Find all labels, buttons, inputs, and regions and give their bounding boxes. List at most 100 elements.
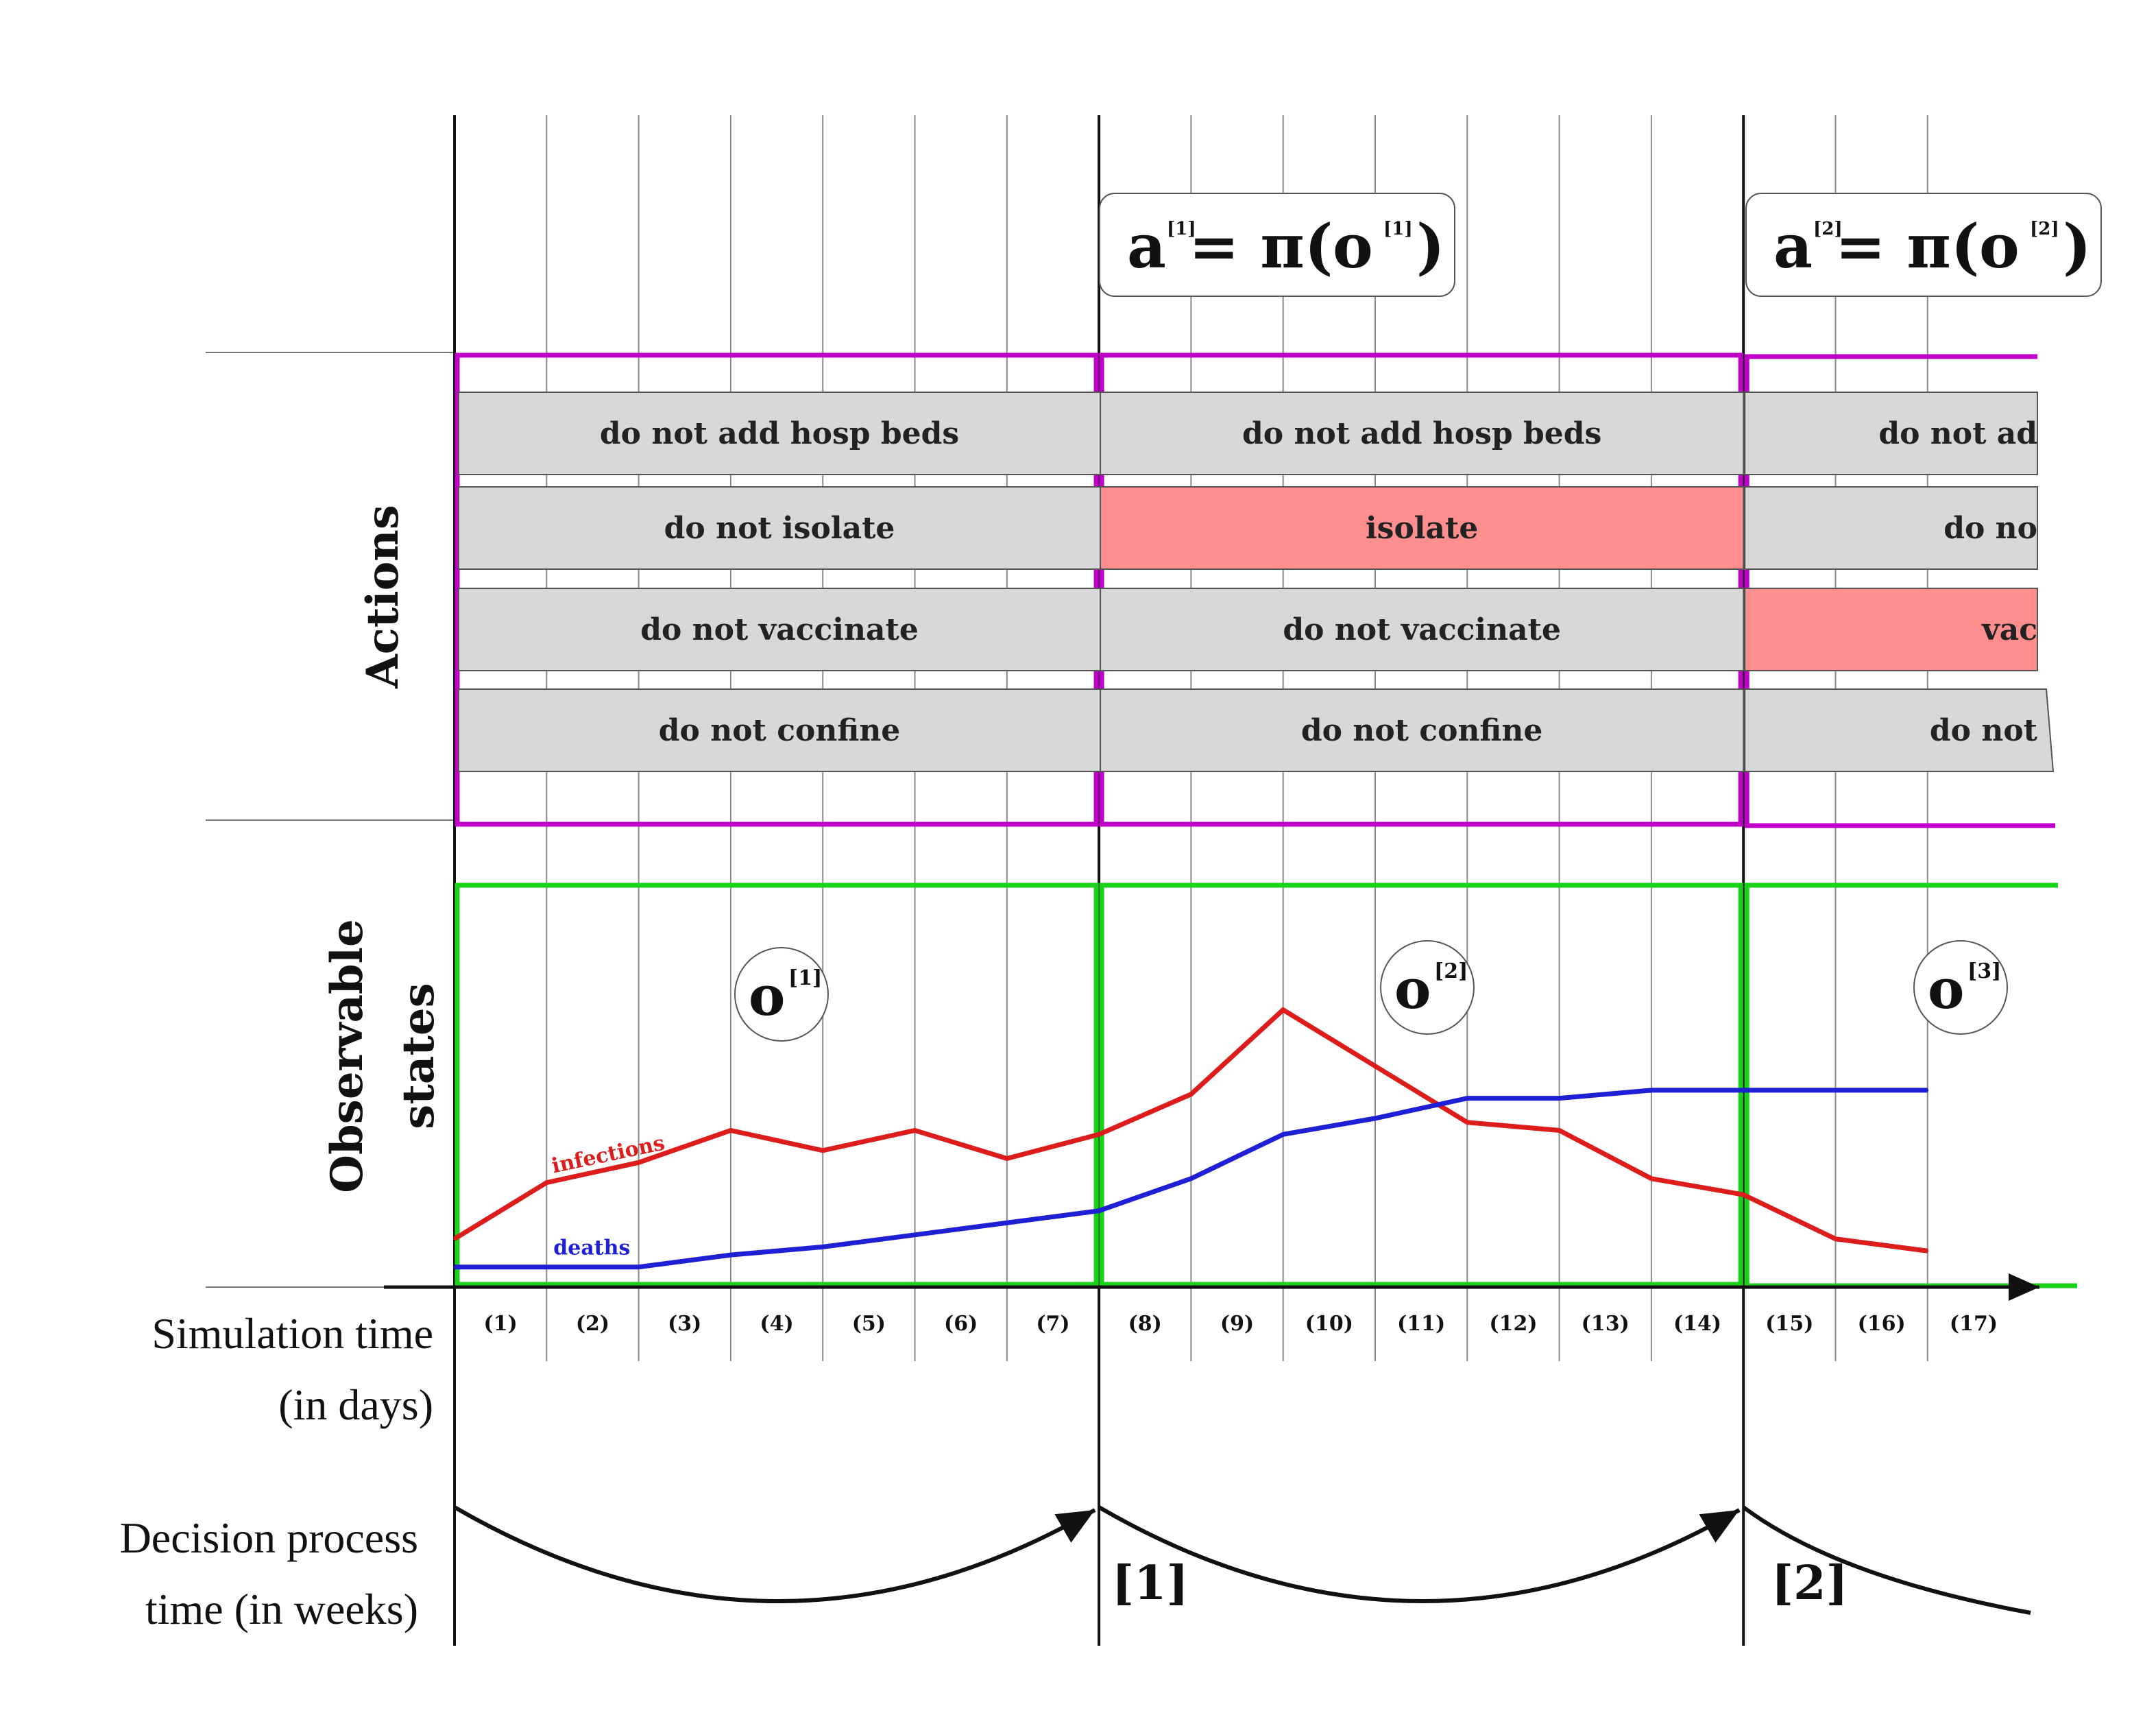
series-point-infections-14 [1742,1193,1745,1196]
decision-action-symbol-2: a [1773,211,1813,282]
observation-index-1: [1] [788,966,822,990]
observation-index-3: [3] [1967,959,2001,983]
week-boundaries [453,115,1745,1646]
simulation-time-title-line2: (in days) [278,1380,433,1429]
series-point-infections-12 [1558,1129,1561,1131]
series-point-deaths-16 [1926,1089,1929,1092]
action-label-isolate-week-1: do not isolate [664,511,895,546]
action-label-vaccinate-week-2: do not vaccinate [1283,612,1561,647]
action-label-hosp-week-2: do not add hosp beds [1242,416,1601,451]
week-label-1: [1] [1112,1556,1189,1611]
series-point-infections-4 [821,1149,824,1152]
action-label-vaccinate-week-3: vac [1981,612,2037,647]
observation-circle-1 [734,947,829,1042]
action-cell-confine-week-3 [1744,688,2055,772]
decision-action-symbol-1: a [1127,211,1166,282]
series-point-infections-3 [729,1129,732,1131]
series-point-deaths-13 [1650,1089,1653,1092]
day-label-10: (10) [1305,1312,1353,1336]
series-point-infections-2 [638,1161,640,1164]
series-point-deaths-4 [821,1245,824,1248]
series-point-deaths-1 [545,1266,548,1269]
observation-symbol-1: o [749,963,785,1028]
series-point-infections-11 [1466,1121,1468,1124]
day-label-2: (2) [576,1312,609,1336]
decision-boxes: a [1]= π(o [1]) a [2]= π(o [2]) [1099,193,2102,297]
series-point-deaths-11 [1466,1097,1468,1100]
series-point-deaths-8 [1189,1177,1192,1180]
action-label-isolate-week-2: isolate [1366,511,1478,546]
decision-action-index-2: [2] [1813,219,1843,239]
week-label-2: [2] [1771,1556,1848,1611]
action-cell-vaccinate-week-3 [1744,588,2038,671]
day-label-11: (11) [1397,1312,1445,1336]
day-labels: (1) (2) (3) (4) (5) (6) (7) (8) (9) (10) (11) (12) (… [484,1312,1998,1336]
series-point-infections-0 [453,1238,456,1240]
observation-markers: o [1] o [2] o [3] [734,940,2008,1042]
decision-box-1 [1099,193,1455,297]
series-point-infections-5 [914,1129,916,1131]
series-point-deaths-7 [1098,1210,1100,1212]
decision-close-1: ) [1416,211,1445,282]
day-label-3: (3) [668,1312,701,1336]
series-point-deaths-12 [1558,1097,1561,1100]
decision-time-title-line2: time (in weeks) [145,1585,418,1633]
series-point-deaths-10 [1374,1117,1377,1120]
observation-circle-3 [1913,940,2008,1035]
day-label-13: (13) [1582,1312,1630,1336]
simulation-time-title-line1: Simulation time [152,1309,433,1358]
day-label-16: (16) [1858,1312,1906,1336]
day-label-4: (4) [760,1312,793,1336]
action-cell-hosp-week-2 [1100,392,1745,475]
states-frame-week-1 [455,883,1099,1287]
series-point-infections-7 [1098,1133,1100,1136]
day-label-17: (17) [1950,1312,1998,1336]
decision-obs-index-1: [1] [1383,219,1413,239]
action-cell-vaccinate-week-1 [458,588,1102,671]
decision-equals-pi-1: = π( [1189,211,1333,282]
decision-time-title-line1: Decision process [120,1513,418,1562]
decision-equals-pi-2: = π( [1835,211,1979,282]
decision-obs-symbol-2: o [1979,211,2020,282]
action-label-vaccinate-week-1: do not vaccinate [640,612,919,647]
action-cell-vaccinate-week-2 [1100,588,1745,671]
series-point-infections-8 [1189,1093,1192,1096]
action-cell-hosp-week-3 [1744,392,2038,475]
series-point-infections-10 [1374,1065,1377,1068]
series-point-deaths-6 [1006,1221,1008,1224]
series-point-deaths-5 [914,1234,916,1236]
series-point-deaths-9 [1282,1133,1285,1136]
day-label-14: (14) [1673,1312,1721,1336]
series-point-deaths-15 [1834,1089,1837,1092]
observable-title-line1: Observable [322,919,373,1192]
week-curve-3 [1742,1505,2031,1615]
decision-close-2: ) [2063,211,2092,282]
action-cell-isolate-week-1 [458,486,1102,570]
week-curve-2 [1098,1505,1741,1603]
series-point-infections-1 [545,1182,548,1184]
decision-action-index-1: [1] [1167,219,1196,239]
series-point-infections-9 [1282,1009,1285,1011]
series-point-deaths-3 [729,1254,732,1256]
day-label-8: (8) [1128,1312,1162,1336]
day-label-15: (15) [1765,1312,1813,1336]
states-frame-week-2 [1099,883,1743,1287]
observation-symbol-2: o [1394,957,1431,1021]
series-point-deaths-0 [453,1266,456,1269]
action-label-confine-week-1: do not confine [659,713,901,748]
action-cells: do not add hosp beds do not isolate do not… [458,392,2055,772]
action-label-hosp-week-1: do not add hosp beds [600,416,959,451]
action-label-isolate-week-3: do no [1943,511,2037,546]
series-point-infections-13 [1650,1177,1653,1180]
day-label-7: (7) [1036,1312,1069,1336]
day-label-6: (6) [944,1312,978,1336]
series-point-infections-6 [1006,1157,1008,1160]
observation-index-2: [2] [1434,959,1468,983]
series-point-infections-15 [1834,1238,1837,1240]
day-label-5: (5) [852,1312,886,1336]
decision-process-curves [453,1505,2031,1615]
observable-state-frames [455,883,2077,1288]
series-point-deaths-2 [638,1266,640,1269]
